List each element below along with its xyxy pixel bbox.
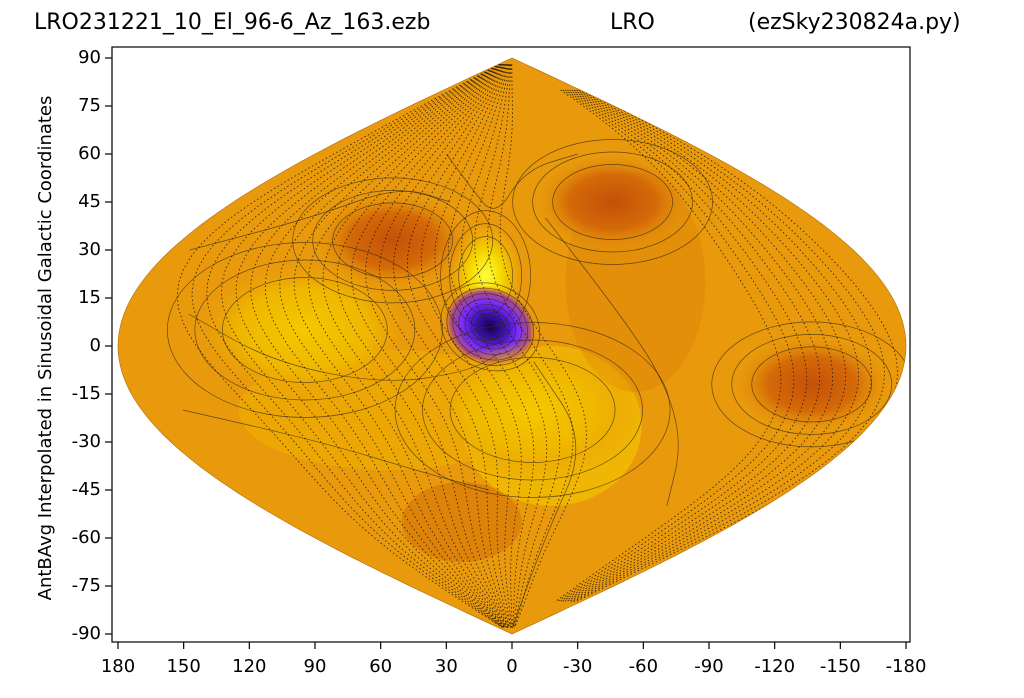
region-high-3 <box>422 340 643 480</box>
scan-track <box>322 64 509 628</box>
scan-track <box>561 89 821 603</box>
y-tick-label: -30 <box>72 431 101 452</box>
plot-area-frame <box>111 46 911 643</box>
scan-track <box>206 64 504 628</box>
chart-title-station: LRO <box>610 10 655 35</box>
scan-track <box>575 89 899 603</box>
y-tick-label: -75 <box>72 575 101 596</box>
contour-line <box>188 313 502 381</box>
sky-map-outline <box>117 57 907 635</box>
contour-line <box>476 314 504 339</box>
scan-track <box>379 64 511 628</box>
contour-line <box>512 139 713 265</box>
y-axis-label: AntBAvg Interpolated in Sinusoidal Galac… <box>35 96 56 601</box>
contour-line <box>446 153 578 209</box>
contour-line <box>166 242 443 418</box>
x-tick-label: 60 <box>369 656 392 677</box>
scan-track <box>250 64 506 628</box>
scan-track <box>365 64 510 628</box>
x-tick-label: 180 <box>101 656 135 677</box>
x-tick-label: 30 <box>435 656 458 677</box>
region-low-4 <box>312 190 473 291</box>
x-axis: 180 150 120 90 60 30 0 -30 -60 -90 -120 -150 -180 <box>101 642 927 677</box>
scan-track <box>461 64 548 628</box>
contour-line <box>446 287 534 366</box>
y-tick-label: -90 <box>72 623 101 644</box>
x-tick-label: 0 <box>506 656 517 677</box>
y-tick-label: 15 <box>78 287 101 308</box>
contour-line <box>394 322 671 498</box>
scan-track <box>565 89 847 603</box>
contour-line <box>182 409 489 491</box>
x-tick-label: 120 <box>232 656 266 677</box>
x-tick-label: -150 <box>820 656 861 677</box>
contour-line <box>512 361 577 628</box>
region-low-6 <box>731 334 892 435</box>
chart-title-script: (ezSky230824a.py) <box>748 10 961 35</box>
region-high-2 <box>194 260 415 400</box>
x-tick-label: -180 <box>886 656 927 677</box>
scan-track <box>308 64 508 628</box>
scan-track <box>279 64 507 628</box>
y-tick-label: 75 <box>78 95 101 116</box>
contour-line <box>545 217 679 507</box>
scan-track <box>176 64 503 628</box>
scan-track <box>570 89 873 603</box>
contour-line <box>221 277 388 383</box>
contour-line <box>194 259 416 401</box>
scan-track <box>568 89 860 603</box>
y-tick-label: -15 <box>72 383 101 404</box>
contour-line <box>532 151 693 253</box>
contour-line <box>464 304 516 350</box>
contour-line <box>449 357 616 463</box>
contour-line <box>470 309 510 345</box>
contour-line <box>440 210 531 341</box>
y-tick-label: 90 <box>78 47 101 68</box>
scan-track <box>420 64 512 628</box>
contour-line <box>458 236 513 315</box>
y-tick-label: -45 <box>72 479 101 500</box>
contour-line <box>711 321 906 448</box>
scan-track <box>474 64 561 628</box>
contour-line <box>292 177 494 304</box>
sky-map-fill <box>118 58 906 634</box>
y-tick-label: -60 <box>72 527 101 548</box>
y-tick-label: 0 <box>90 335 101 356</box>
scan-track <box>351 64 510 628</box>
scan-track <box>393 64 511 628</box>
contour-line <box>440 282 541 372</box>
contour-line <box>751 346 873 423</box>
field-band-3 <box>401 482 522 562</box>
contour-line <box>452 293 528 361</box>
region-low-5 <box>532 152 693 252</box>
x-tick-label: -90 <box>694 656 723 677</box>
contour-line <box>731 334 893 435</box>
x-tick-label: -120 <box>754 656 795 677</box>
scan-track <box>563 89 834 603</box>
contour-line <box>552 164 673 240</box>
chart-title-file: LRO231221_10_El_96-6_Az_163.ezb <box>34 10 431 35</box>
contour-line <box>332 202 454 279</box>
scan-track <box>220 64 505 628</box>
scan-track <box>554 89 782 603</box>
x-tick-label: -60 <box>629 656 658 677</box>
y-tick-label: 60 <box>78 143 101 164</box>
y-tick-label: 30 <box>78 239 101 260</box>
x-tick-label: 150 <box>166 656 200 677</box>
contour-line <box>422 339 643 481</box>
y-tick-label: 45 <box>78 191 101 212</box>
y-axis: 90 75 60 45 30 15 0 -15 -30 -45 -60 -75 -90 <box>72 47 112 644</box>
scan-track <box>572 89 886 603</box>
scan-track <box>487 64 574 628</box>
scan-track <box>407 64 512 628</box>
x-tick-label: 90 <box>304 656 327 677</box>
x-tick-label: -30 <box>563 656 592 677</box>
